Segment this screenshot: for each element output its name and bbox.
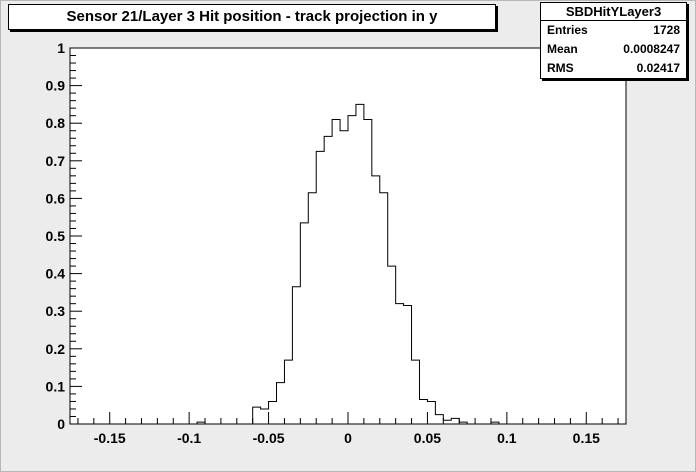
y-tick-label: 0.9 — [46, 78, 66, 94]
stats-row-rms: RMS 0.02417 — [541, 59, 686, 78]
stats-value: 1728 — [653, 23, 680, 37]
stats-label: Mean — [547, 42, 578, 56]
x-tick-label: -0.1 — [177, 430, 201, 446]
y-tick-label: 0.1 — [46, 378, 66, 394]
stats-histogram-name: SBDHitYLayer3 — [541, 3, 686, 21]
x-tick-label: 0.15 — [573, 430, 600, 446]
y-tick-label: 0.7 — [46, 153, 66, 169]
stats-row-mean: Mean 0.0008247 — [541, 40, 686, 59]
stats-row-entries: Entries 1728 — [541, 21, 686, 40]
x-tick-label: 0.05 — [414, 430, 441, 446]
y-tick-label: 0.4 — [46, 266, 66, 282]
x-tick-label: -0.05 — [253, 430, 285, 446]
plot-area — [69, 47, 627, 425]
stats-label: RMS — [547, 61, 574, 75]
x-tick-label: 0.1 — [497, 430, 517, 446]
y-tick-label: 0.8 — [46, 115, 66, 131]
y-tick-label: 1 — [57, 40, 65, 56]
x-tick-label: -0.15 — [94, 430, 126, 446]
y-tick-label: 0.6 — [46, 190, 66, 206]
y-tick-label: 0.2 — [46, 341, 66, 357]
y-tick-label: 0.3 — [46, 303, 66, 319]
y-axis: 0 0.1 0.2 0.3 0.4 0.5 0.6 0.7 0.8 0.9 1 — [46, 40, 82, 432]
y-tick-label: 0 — [57, 416, 65, 432]
stats-value: 0.02417 — [636, 61, 680, 75]
stats-label: Entries — [547, 23, 588, 37]
histogram-series — [70, 103, 626, 425]
stats-value: 0.0008247 — [623, 42, 680, 56]
x-tick-label: 0 — [344, 430, 352, 446]
y-tick-label: 0.5 — [46, 228, 66, 244]
x-axis: -0.15 -0.1 -0.05 0 0.05 0.1 0.15 — [77, 412, 619, 446]
chart-title: Sensor 21/Layer 3 Hit position - track p… — [8, 4, 496, 30]
stats-box: SBDHitYLayer3 Entries 1728 Mean 0.000824… — [540, 2, 687, 79]
